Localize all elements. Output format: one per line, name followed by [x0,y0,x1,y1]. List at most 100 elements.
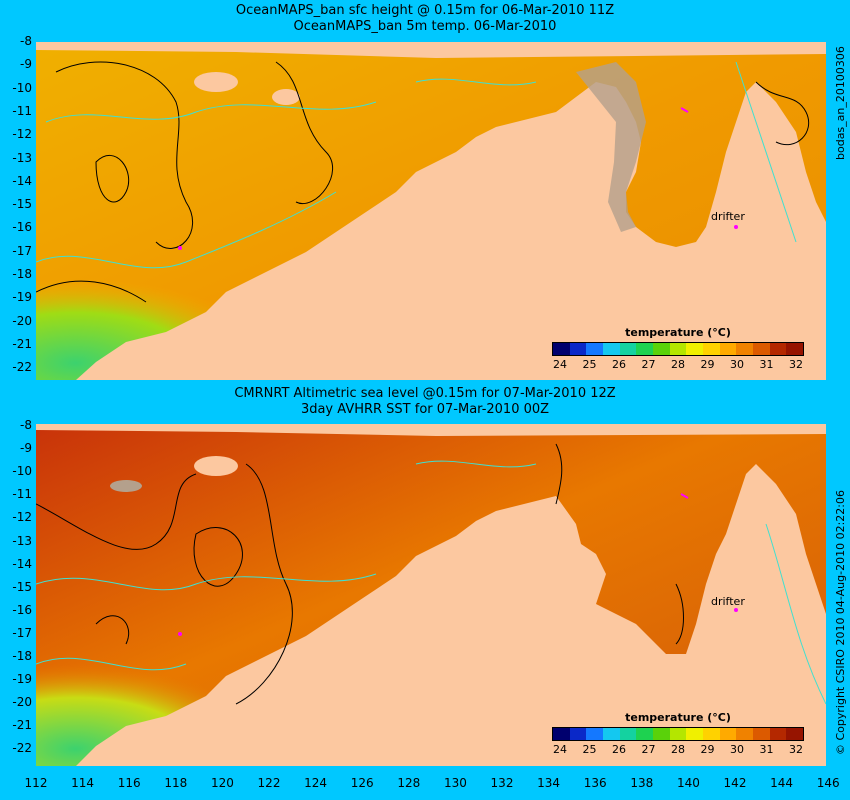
temperature-contours [36,460,826,705]
x-axis-tick-label: 140 [676,776,700,790]
colorbar-tick-label: 28 [671,358,685,371]
colorbar-tick-label: 29 [700,743,715,756]
colorbar-swatch [669,343,687,355]
island-small [272,89,300,105]
colorbar-swatch [703,343,720,355]
island-melville [194,456,238,476]
colorbar-title: temperature (°C) [625,326,731,339]
y-axis-tick-label: -9 [20,441,32,456]
x-axis-tick-label: 146 [816,776,840,790]
colorbar-tick-label: 25 [582,743,597,756]
bottom-title-line2: 3day AVHRR SST for 07-Mar-2010 00Z [300,402,550,417]
x-axis-tick-label: 136 [583,776,607,790]
drifter-track [680,493,689,499]
y-axis-tick-label: -13 [12,150,32,165]
y-axis-tick-label: -20 [12,313,32,328]
colorbar-swatch [736,343,754,355]
colorbar-tick-label: 30 [730,358,744,371]
y-axis-tick-label: -19 [12,672,32,687]
y-axis-tick-label: -17 [12,243,32,258]
y-axis-tick-label: -8 [20,418,32,432]
x-axis-tick-label: 116 [117,776,141,790]
bottom-panel-title: CMRNRT Altimetric sea level @0.15m for 0… [0,386,850,418]
y-axis-tick-label: -16 [12,602,32,617]
colorbar-tick-label: 28 [671,743,685,756]
y-axis-tick-label: -16 [12,220,32,235]
y-axis-tick-label: -10 [12,464,32,479]
drifter-marker [734,608,738,612]
temperature-contours [36,61,797,269]
colorbar-tick-label: 32 [789,743,803,756]
colorbar-swatch [686,343,704,355]
y-axis-tick-label: -17 [12,625,32,640]
x-axis-tick-label: 134 [537,776,561,790]
x-axis-tick-label: 122 [257,776,281,790]
y-axis-tick-label: -10 [12,80,32,95]
northern-coast [36,424,826,436]
colorbar-swatch [586,343,604,355]
x-axis-tick-label: 120 [210,776,234,790]
top-map-panel [36,42,826,380]
colorbar-tick-label: 30 [730,743,744,756]
y-axis-tick-label: -19 [12,290,32,305]
colorbar-title: temperature (°C) [625,711,731,724]
x-axis-tick-label: 132 [490,776,514,790]
drifter-marker [178,246,182,250]
colorbar-swatch [653,728,670,740]
x-axis-tick-label: 114 [71,776,95,790]
x-axis-tick-label: 142 [723,776,747,790]
y-axis-tick-label: -12 [12,127,32,142]
drifter-marker [734,225,738,229]
colorbar-swatch [619,343,637,355]
y-axis-tick-label: -11 [12,103,32,118]
northern-coast [36,42,826,58]
colorbar-tick-label: 26 [612,743,626,756]
colorbar-swatch [619,728,637,740]
drifter-track [680,107,689,113]
colorbar-swatch [603,728,620,740]
top-drifter-label: drifter [711,210,745,223]
australia-land [76,464,826,766]
y-axis-tick-label: -22 [12,360,32,375]
colorbar-swatch [553,728,570,740]
y-axis-tick-label: -9 [20,57,32,72]
colorbar-strip [552,727,804,741]
x-axis-tick-label: 124 [304,776,328,790]
x-axis-tick-label: 118 [164,776,188,790]
bottom-map-svg [36,424,826,766]
colorbar-swatch [569,343,587,355]
colorbar-swatch [653,343,670,355]
colorbar-swatch [553,343,570,355]
colorbar-tick-label: 32 [789,358,803,371]
y-axis-tick-label: -15 [12,197,32,212]
top-panel-title: OceanMAPS_ban sfc height @ 0.15m for 06-… [0,3,850,35]
top-side-text: bodas_an_20100306 [834,46,847,160]
y-axis-tick-label: -14 [12,556,32,571]
x-axis-tick-label: 126 [350,776,374,790]
colorbar-swatch [569,728,587,740]
colorbar-swatch [686,728,704,740]
colorbar-swatch [786,343,804,355]
x-axis-tick-label: 144 [770,776,794,790]
x-axis-tick-label: 130 [443,776,467,790]
colorbar-swatch [703,728,720,740]
sea-level-contours [36,443,684,705]
bottom-title-line1: CMRNRT Altimetric sea level @0.15m for 0… [234,386,616,401]
colorbar-swatch [786,728,804,740]
colorbar-swatch [769,728,787,740]
colorbar-tick-label: 27 [641,358,656,371]
top-title-line1: OceanMAPS_ban sfc height @ 0.15m for 06-… [235,3,615,18]
top-title-line2: OceanMAPS_ban 5m temp. 06-Mar-2010 [293,19,557,34]
y-axis-tick-label: -11 [12,487,32,502]
colorbar-tick-label: 27 [641,743,656,756]
colorbar-ticks: 24 25 26 27 28 29 30 31 32 [552,743,804,757]
colorbar-swatch [719,343,737,355]
y-axis-tick-label: -21 [12,718,32,733]
y-axis-tick-label: -13 [12,533,32,548]
y-axis-tick-label: -18 [12,267,32,281]
colorbar-tick-label: 31 [759,743,774,756]
top-map-svg [36,42,826,380]
colorbar-swatch [753,728,770,740]
x-axis-tick-label: 128 [397,776,421,790]
colorbar-swatch [636,343,654,355]
